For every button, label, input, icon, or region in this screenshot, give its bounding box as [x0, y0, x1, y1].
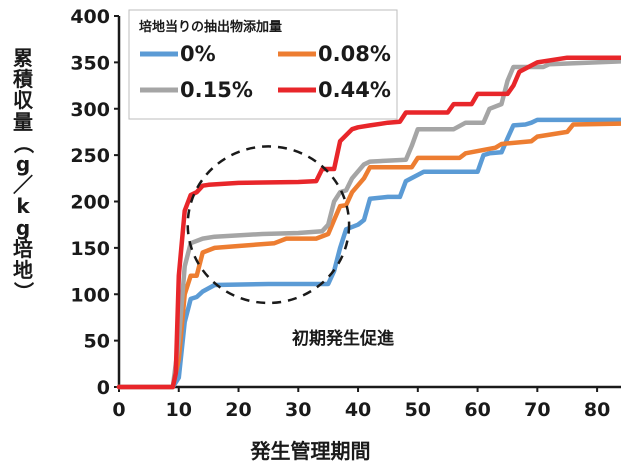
axes: 0 50 100 150 200 250 300 350 400 0 10 20 30 40 50 60 70 8… [70, 6, 621, 421]
y-axis-label-char: 地 [13, 257, 33, 282]
y-tick-label: 0 [97, 377, 110, 399]
series-layer [116, 55, 621, 390]
annotation-dashed-circle [186, 145, 351, 305]
x-tick-label: 0 [112, 399, 125, 421]
y-axis-label: 累積収量（g ／ k g 培地） [6, 46, 40, 302]
legend: 培地当りの抽出物添加量 0% 0.08% 0.15% 0.44% [128, 9, 398, 120]
legend-label: 0.08% [318, 42, 391, 66]
y-axis-label-char: ／ [13, 173, 33, 198]
legend-label: 0.44% [318, 78, 391, 102]
y-tick-label: 100 [70, 284, 110, 306]
y-tick-label: 400 [70, 6, 110, 28]
y-axis-label-char: （ [11, 133, 36, 154]
y-tick-label: 250 [70, 145, 110, 167]
legend-label: 0% [180, 42, 216, 66]
y-tick-label: 350 [70, 52, 110, 74]
x-tick-label: 20 [225, 399, 251, 421]
x-tick-label: 40 [345, 399, 371, 421]
annotation-label: 初期発生促進 [292, 328, 394, 349]
x-tick-label: 30 [285, 399, 311, 421]
y-tick-label: 50 [84, 331, 110, 353]
y-axis-label-char: 培 [13, 236, 33, 261]
y-axis-label-char: 積 [13, 67, 33, 92]
y-axis-label-char: 累 [13, 46, 33, 70]
y-axis-label-char: k [16, 194, 30, 219]
x-tick-label: 10 [166, 399, 192, 421]
series-line-0.08% [116, 121, 621, 390]
y-axis-label-char: 量 [13, 109, 33, 134]
series-line-0.44% [116, 55, 621, 390]
x-tick-label: 60 [464, 399, 490, 421]
y-axis-label-char: g [15, 151, 31, 176]
y-tick-label: 200 [70, 192, 110, 214]
x-tick-label: 70 [524, 399, 550, 421]
legend-box [128, 9, 398, 120]
y-axis-label-char: ） [11, 281, 36, 302]
x-axis-label: 発生管理期間 [250, 439, 371, 463]
series-line-0% [116, 117, 621, 390]
x-tick-label: 50 [405, 399, 431, 421]
y-axis-label-char: 収 [13, 88, 33, 113]
legend-title: 培地当りの抽出物添加量 [139, 19, 282, 35]
x-tick-label: 80 [584, 399, 610, 421]
annotation-layer: 初期発生促進 [186, 145, 394, 349]
legend-label: 0.15% [180, 78, 253, 102]
series-line-0.15% [116, 59, 621, 390]
y-tick-label: 300 [70, 99, 110, 121]
y-tick-label: 150 [70, 238, 110, 260]
y-axis-label-char: g [15, 215, 31, 240]
